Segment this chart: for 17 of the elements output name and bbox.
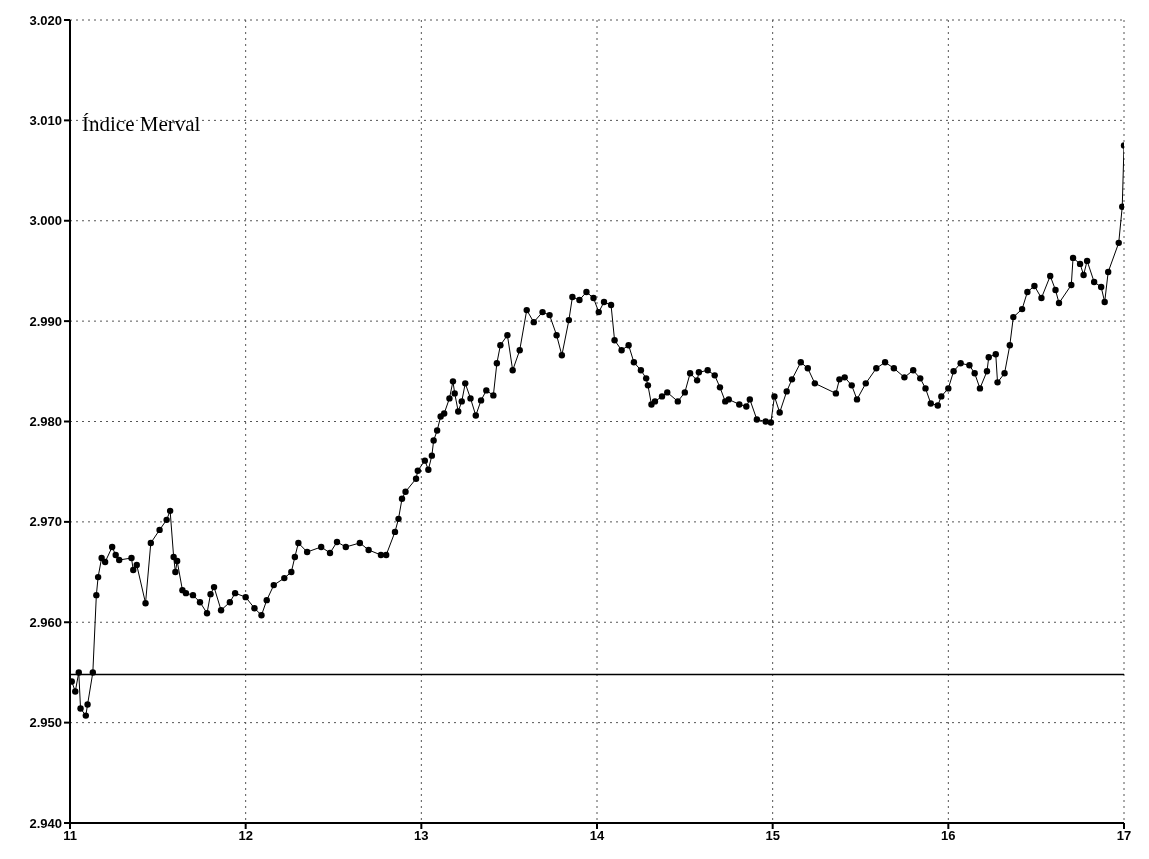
y-tick-label: 2.990 [29,313,62,329]
y-tick-label: 2.950 [29,715,62,731]
x-tick-label: 16 [941,828,956,844]
x-tick-label: 17 [1116,828,1132,844]
y-tick-label: 2.960 [29,614,62,630]
y-tick-label: 3.010 [29,112,62,128]
x-tick-label: 12 [238,828,253,844]
x-tick-label: 14 [589,828,605,844]
y-tick-label: 3.000 [29,213,62,229]
y-tick-label: 3.020 [29,12,62,28]
y-tick-label: 2.980 [29,414,62,430]
x-tick-label: 11 [63,828,77,844]
y-tick-label: 2.940 [29,815,62,831]
x-tick-label: 13 [414,828,429,844]
y-tick-label: 2.970 [29,514,62,530]
x-tick-label: 15 [765,828,780,844]
annotation: Índice Merval [82,112,201,137]
